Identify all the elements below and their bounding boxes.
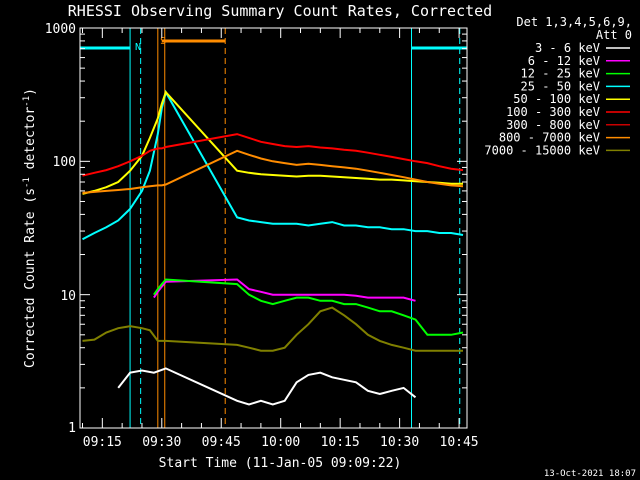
series-line (82, 90, 463, 195)
series-line (82, 306, 463, 352)
x-tick-label: 10:00 (261, 435, 300, 450)
x-tick-label: 09:15 (83, 435, 122, 450)
attenuator-label: Att 0 (596, 28, 632, 42)
y-tick-label: 10 (60, 289, 76, 304)
y-axis-label-part: Corrected Count Rate (s (23, 188, 38, 368)
x-tick-label: 10:15 (321, 435, 360, 450)
legend-label: 800 - 7000 keV (499, 131, 600, 145)
x-tick-label: 09:30 (142, 435, 181, 450)
plot-frame (79, 27, 468, 429)
y-tick-label: 1 (68, 421, 76, 436)
x-tick-label: 09:45 (202, 435, 241, 450)
timestamp: 13-Oct-2021 18:07 (544, 469, 636, 479)
x-tick-labels: 09:15 09:30 09:45 10:00 10:15 10:30 10:45 (83, 435, 479, 450)
legend-label: 12 - 25 keV (521, 67, 600, 81)
legend-label: 6 - 12 keV (528, 54, 600, 68)
series-line (153, 278, 416, 302)
y-axis-label-part: ) (23, 88, 38, 96)
legend-label: 7000 - 15000 keV (484, 143, 600, 157)
legend-label: 25 - 50 keV (521, 79, 600, 93)
y-tick-label: 1000 (45, 22, 76, 37)
legend-label: 100 - 300 keV (506, 105, 600, 119)
x-tick-label: 10:30 (380, 435, 419, 450)
detectors-label: Det 1,3,4,5,6,9, (516, 15, 632, 29)
x-axis-label: Start Time (11-Jan-05 09:09:22) (159, 456, 402, 471)
saa-marker-label: N (135, 42, 141, 53)
y-tick-label: 100 (53, 155, 76, 170)
axes (79, 27, 468, 429)
plot-area: NS (79, 28, 467, 428)
y-axis-label: Corrected Count Rate (s-1 detector-1) (22, 88, 38, 368)
y-axis-label-part: detector (23, 107, 38, 178)
series-line (82, 89, 464, 241)
y-axis-label-sup: -1 (22, 96, 32, 107)
series-line (82, 133, 464, 177)
y-axis-label-sup: -1 (22, 177, 32, 188)
series-line (82, 149, 464, 194)
series-line (153, 278, 464, 336)
series-line (117, 367, 417, 406)
chart-title: RHESSI Observing Summary Count Rates, Co… (68, 2, 492, 20)
attenuator-marker-label: S (160, 36, 166, 47)
legend-label: 300 - 800 keV (506, 118, 600, 132)
y-tick-labels: 1000 100 10 1 (45, 22, 76, 436)
legend-label: 3 - 6 keV (535, 41, 600, 55)
legend-label: 50 - 100 keV (513, 92, 600, 106)
x-tick-label: 10:45 (440, 435, 479, 450)
